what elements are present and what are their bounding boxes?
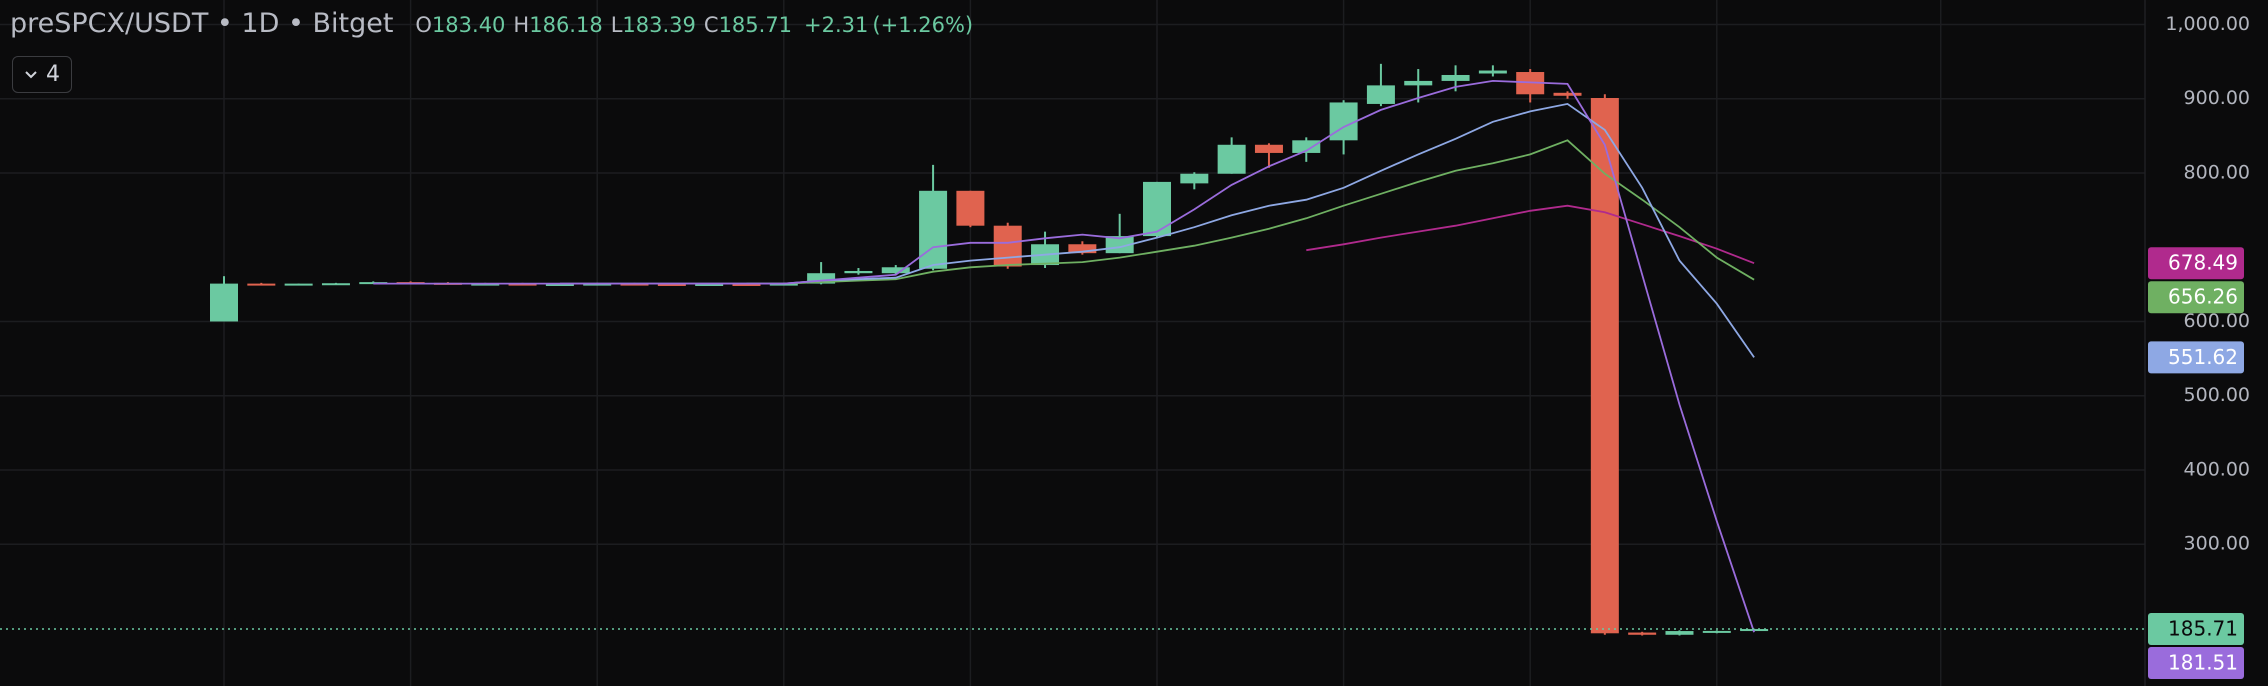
candle-body (359, 282, 388, 285)
price-tag (2148, 647, 2244, 680)
y-tick-label: 500.00 (2184, 384, 2250, 406)
price-tag-label: 181.51 (2168, 651, 2238, 675)
ohlc-value: 185.71 (718, 13, 793, 37)
change-percent: (+1.26%) (872, 13, 974, 37)
candle-body (321, 283, 350, 286)
candle-body (732, 283, 761, 286)
ma-line (373, 79, 1755, 633)
candle-body (1553, 92, 1582, 96)
candle-body (1628, 632, 1657, 635)
price-tag-label: 185.71 (2168, 617, 2238, 641)
ohlc-key: H (513, 13, 530, 37)
ohlc-key: O (415, 13, 432, 37)
candle-body (545, 283, 574, 286)
price-tag (2148, 281, 2244, 314)
candle-body (1068, 244, 1097, 254)
y-tick-label: 600.00 (2184, 310, 2250, 332)
ma-line (746, 139, 1755, 285)
indicators-toggle[interactable]: 4 (12, 56, 72, 93)
plot-area (210, 63, 1769, 636)
candle-body (657, 283, 686, 286)
ohlc-value: 183.39 (622, 13, 696, 37)
candle-body (1665, 631, 1694, 635)
price-tag (2148, 613, 2244, 646)
candle-body (956, 190, 985, 226)
candle-body (583, 283, 612, 286)
price-tag-label: 678.49 (2168, 251, 2238, 275)
ohlc-value: 186.18 (529, 13, 603, 37)
candle-body (1180, 173, 1209, 184)
candle-body (508, 283, 537, 286)
y-tick-label: 400.00 (2184, 458, 2250, 480)
candle-body (993, 225, 1022, 267)
y-tick-label: 800.00 (2184, 161, 2250, 183)
candle-body (769, 283, 798, 286)
candle-body (1702, 630, 1731, 633)
candle-body (620, 283, 649, 286)
indicator-count: 4 (46, 62, 60, 87)
candle-body (471, 283, 500, 286)
ohlc-value: 183.40 (431, 13, 506, 37)
candle-body (210, 283, 238, 322)
candle-body (1590, 98, 1619, 634)
chart-header: preSPCX/USDT • 1D • Bitget O183.40 H186.1… (10, 8, 973, 39)
price-tag (2148, 341, 2244, 374)
candle-body (1143, 181, 1171, 237)
candle-body (881, 267, 910, 274)
candle-body (1404, 80, 1433, 86)
candle-body (695, 283, 724, 286)
change: +2.31 (804, 13, 869, 37)
ma-line (1306, 204, 1755, 265)
candle-body (1366, 85, 1395, 104)
candle-body (844, 270, 873, 274)
candle-body (1254, 144, 1283, 153)
ohlc-item: C185.71 (704, 13, 792, 37)
ohlc-item: O183.40 (415, 13, 505, 37)
ohlc-key: C (703, 13, 719, 37)
ohlc-legend: O183.40 H186.18 L183.39 C185.71 (415, 13, 800, 37)
ohlc-item: H186.18 (513, 13, 602, 37)
y-tick-label: 300.00 (2184, 533, 2250, 555)
chart-title: preSPCX/USDT • 1D • Bitget (10, 8, 394, 39)
price-tag-label: 551.62 (2168, 345, 2238, 369)
y-tick-label: 1,000.00 (2165, 13, 2250, 35)
price-tag (2148, 247, 2244, 280)
candle-body (1217, 144, 1246, 174)
ohlc-key: L (610, 13, 623, 37)
candle-body (807, 273, 836, 284)
candle-body (1329, 102, 1358, 141)
price-tag-label: 656.26 (2168, 285, 2238, 309)
ohlc-item: L183.39 (611, 13, 696, 37)
candle-body (284, 283, 313, 286)
candle-body (1292, 140, 1321, 153)
y-tick-label: 900.00 (2184, 87, 2250, 109)
candle-body (919, 190, 948, 269)
candle-body (1441, 74, 1470, 81)
candle-body (247, 283, 276, 286)
candle-body (1478, 70, 1507, 74)
chevron-icon (25, 70, 37, 78)
